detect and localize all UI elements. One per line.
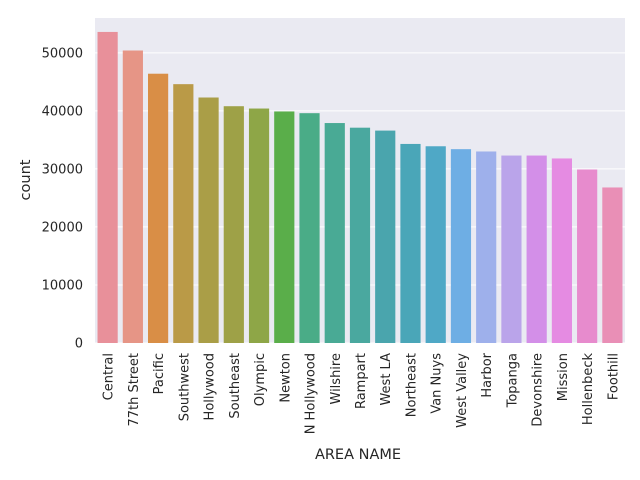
y-tick-label: 50000 bbox=[42, 46, 83, 61]
x-tick-label: Harbor bbox=[480, 352, 495, 397]
x-tick-label: Mission bbox=[556, 353, 571, 401]
bar bbox=[501, 155, 522, 343]
bar bbox=[248, 108, 270, 344]
bar bbox=[97, 31, 118, 344]
y-tick-label: 10000 bbox=[42, 278, 83, 293]
x-axis-label: AREA NAME bbox=[315, 447, 401, 463]
bar bbox=[173, 84, 194, 344]
bar bbox=[400, 143, 421, 343]
x-tick-label: West Valley bbox=[455, 353, 470, 428]
y-tick-label: 40000 bbox=[42, 104, 83, 119]
x-tick-label: Hollenbeck bbox=[581, 353, 596, 426]
bar bbox=[577, 169, 598, 343]
y-tick-label: 30000 bbox=[42, 162, 83, 177]
bar bbox=[148, 73, 169, 343]
bar bbox=[450, 149, 472, 343]
x-tick-label: Wilshire bbox=[329, 353, 344, 404]
bar bbox=[551, 158, 572, 343]
x-tick-labels: Central 77th Street Pacific Southwest Hollyw… bbox=[102, 352, 622, 434]
x-tick-label: Central bbox=[102, 353, 117, 400]
bar bbox=[122, 50, 143, 343]
y-tick-labels: 0 10000 20000 30000 40000 50000 bbox=[42, 46, 83, 351]
x-tick-label: 77th Street bbox=[127, 353, 142, 427]
x-tick-label: Northeast bbox=[404, 353, 419, 417]
x-tick-label: Topanga bbox=[505, 353, 520, 408]
x-tick-label: Southwest bbox=[177, 353, 192, 421]
y-tick-label: 0 bbox=[75, 337, 83, 352]
bar bbox=[526, 155, 547, 343]
bar bbox=[299, 113, 320, 343]
bar bbox=[349, 127, 371, 343]
y-tick-label: 20000 bbox=[42, 220, 83, 235]
bar bbox=[476, 151, 497, 343]
bar bbox=[274, 111, 295, 343]
bars bbox=[97, 31, 623, 344]
x-tick-label: Southeast bbox=[228, 353, 243, 419]
x-tick-label: West LA bbox=[379, 353, 394, 406]
y-axis-label: count bbox=[18, 159, 34, 200]
bar bbox=[602, 187, 623, 343]
x-tick-label: Olympic bbox=[253, 353, 268, 406]
x-tick-label: Pacific bbox=[152, 353, 167, 394]
x-tick-label: Hollywood bbox=[203, 353, 218, 420]
x-tick-label: Van Nuys bbox=[430, 353, 445, 414]
x-tick-label: Foothill bbox=[606, 353, 621, 400]
bar bbox=[223, 106, 244, 343]
bar bbox=[198, 97, 219, 343]
x-tick-label: Newton bbox=[278, 353, 293, 403]
x-tick-label: N Hollywood bbox=[304, 353, 319, 434]
x-tick-label: Devonshire bbox=[531, 353, 546, 427]
bar bbox=[425, 146, 446, 343]
bar bbox=[375, 130, 396, 343]
bar bbox=[324, 123, 345, 343]
x-tick-label: Rampart bbox=[354, 353, 369, 409]
